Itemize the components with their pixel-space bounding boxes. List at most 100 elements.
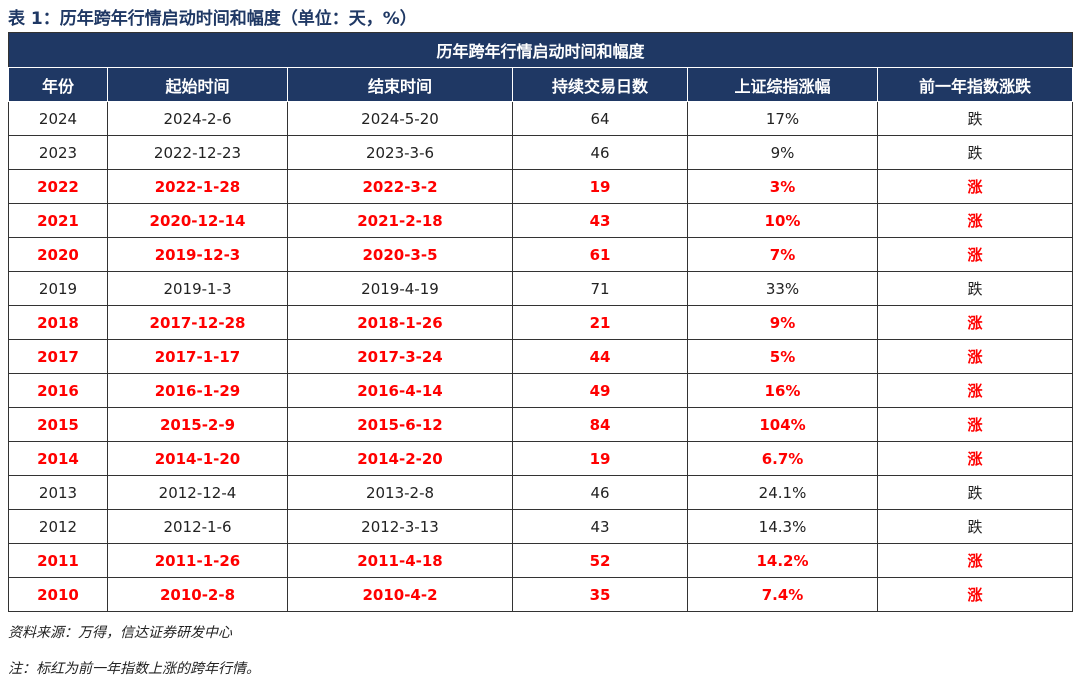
table-cell: 2017-3-24 (287, 339, 513, 374)
table: 历年跨年行情启动时间和幅度 年份 起始时间 结束时间 持续交易日数 上证综指涨幅 前一年指… (7, 32, 1074, 612)
column-header: 结束时间 (287, 67, 513, 102)
table-cell: 涨 (876, 577, 1074, 612)
table-row: 2012 2012-1-6 2012-3-13 43 14.3% 跌 (8, 509, 1074, 544)
table-cell: 14.2% (687, 543, 878, 578)
table-cell: 跌 (876, 101, 1074, 136)
table-cell: 2019-12-3 (107, 237, 288, 272)
table-row: 2015 2015-2-9 2015-6-12 84 104% 涨 (8, 407, 1074, 442)
table-cell: 2020-3-5 (287, 237, 513, 272)
table-cell: 6.7% (687, 441, 878, 476)
table-cell: 2018-1-26 (287, 305, 513, 340)
table-cell: 涨 (876, 237, 1074, 272)
table-cell: 跌 (876, 509, 1074, 544)
table-cell: 涨 (876, 339, 1074, 374)
table-cell: 2019-4-19 (287, 271, 513, 306)
table-cell: 2019 (8, 271, 108, 306)
column-header: 年份 (8, 67, 108, 102)
table-cell: 16% (687, 373, 878, 408)
table-cell: 涨 (876, 543, 1074, 578)
table-cell: 2016 (8, 373, 108, 408)
table-row: 2019 2019-1-3 2019-4-19 71 33% 跌 (8, 271, 1074, 306)
table-cell: 涨 (876, 305, 1074, 340)
table-cell: 71 (512, 271, 688, 306)
table-cell: 9% (687, 135, 878, 170)
source: 资料来源：万得，信达证券研发中心 (8, 625, 232, 641)
table-cell: 14.3% (687, 509, 878, 544)
table-cell: 涨 (876, 441, 1074, 476)
table-cell: 2017-1-17 (107, 339, 288, 374)
table-cell: 2015 (8, 407, 108, 442)
table-cell: 2017 (8, 339, 108, 374)
column-header: 起始时间 (107, 67, 288, 102)
table-cell: 46 (512, 135, 688, 170)
table-cell: 2024 (8, 101, 108, 136)
table-row: 2013 2012-12-4 2013-2-8 46 24.1% 跌 (8, 475, 1074, 510)
table-cell: 7% (687, 237, 878, 272)
table-row: 2020 2019-12-3 2020-3-5 61 7% 涨 (8, 237, 1074, 272)
table-cell: 2015-6-12 (287, 407, 513, 442)
table-cell: 61 (512, 237, 688, 272)
table-cell: 跌 (876, 135, 1074, 170)
table-cell: 2023 (8, 135, 108, 170)
table-cell: 2012-1-6 (107, 509, 288, 544)
table-cell: 7.4% (687, 577, 878, 612)
table-cell: 2022-12-23 (107, 135, 288, 170)
table-cell: 44 (512, 339, 688, 374)
table-cell: 2010-2-8 (107, 577, 288, 612)
table-cell: 2010-4-2 (287, 577, 513, 612)
table-cell: 涨 (876, 203, 1074, 238)
table-cell: 2021 (8, 203, 108, 238)
table-cell: 跌 (876, 271, 1074, 306)
table-cell: 2018 (8, 305, 108, 340)
table-cell: 2012 (8, 509, 108, 544)
table-cell: 2022-1-28 (107, 169, 288, 204)
table-cell: 2019-1-3 (107, 271, 288, 306)
table-cell: 9% (687, 305, 878, 340)
table-cell: 涨 (876, 169, 1074, 204)
table-row: 2024 2024-2-6 2024-5-20 64 17% 跌 (8, 101, 1074, 136)
table-cell: 涨 (876, 373, 1074, 408)
table-cell: 涨 (876, 407, 1074, 442)
table-cell: 24.1% (687, 475, 878, 510)
note: 注：标红为前一年指数上涨的跨年行情。 (8, 661, 260, 677)
table-row: 2023 2022-12-23 2023-3-6 46 9% 跌 (8, 135, 1074, 170)
table-cell: 2014-1-20 (107, 441, 288, 476)
table-cell: 19 (512, 441, 688, 476)
table-cell: 35 (512, 577, 688, 612)
table-cell: 2020-12-14 (107, 203, 288, 238)
table-cell: 84 (512, 407, 688, 442)
caption: 表 1：历年跨年行情启动时间和幅度（单位：天，%） (8, 9, 417, 29)
table-cell: 2016-1-29 (107, 373, 288, 408)
table-cell: 2017-12-28 (107, 305, 288, 340)
table-row: 2014 2014-1-20 2014-2-20 19 6.7% 涨 (8, 441, 1074, 476)
table-cell: 104% (687, 407, 878, 442)
table-cell: 2011-4-18 (287, 543, 513, 578)
table-cell: 2014-2-20 (287, 441, 513, 476)
table-cell: 52 (512, 543, 688, 578)
table-cell: 2012-12-4 (107, 475, 288, 510)
table-cell: 49 (512, 373, 688, 408)
table-row: 2010 2010-2-8 2010-4-2 35 7.4% 涨 (8, 577, 1074, 612)
table-cell: 21 (512, 305, 688, 340)
table-cell: 46 (512, 475, 688, 510)
table-cell: 跌 (876, 475, 1074, 510)
column-header: 前一年指数涨跌 (876, 67, 1074, 102)
table-cell: 2021-2-18 (287, 203, 513, 238)
table-row: 2016 2016-1-29 2016-4-14 49 16% 涨 (8, 373, 1074, 408)
table-cell: 17% (687, 101, 878, 136)
table-cell: 43 (512, 509, 688, 544)
column-header: 上证综指涨幅 (687, 67, 878, 102)
table-cell: 2012-3-13 (287, 509, 513, 544)
table-cell: 2024-2-6 (107, 101, 288, 136)
table-cell: 2016-4-14 (287, 373, 513, 408)
column-header: 持续交易日数 (512, 67, 688, 102)
table-row: 2021 2020-12-14 2021-2-18 43 10% 涨 (8, 203, 1074, 238)
table-cell: 2020 (8, 237, 108, 272)
table-cell: 19 (512, 169, 688, 204)
table-row: 2018 2017-12-28 2018-1-26 21 9% 涨 (8, 305, 1074, 340)
table-cell: 5% (687, 339, 878, 374)
table-cell: 2015-2-9 (107, 407, 288, 442)
table-cell: 2023-3-6 (287, 135, 513, 170)
table-cell: 2010 (8, 577, 108, 612)
table-cell: 2011-1-26 (107, 543, 288, 578)
